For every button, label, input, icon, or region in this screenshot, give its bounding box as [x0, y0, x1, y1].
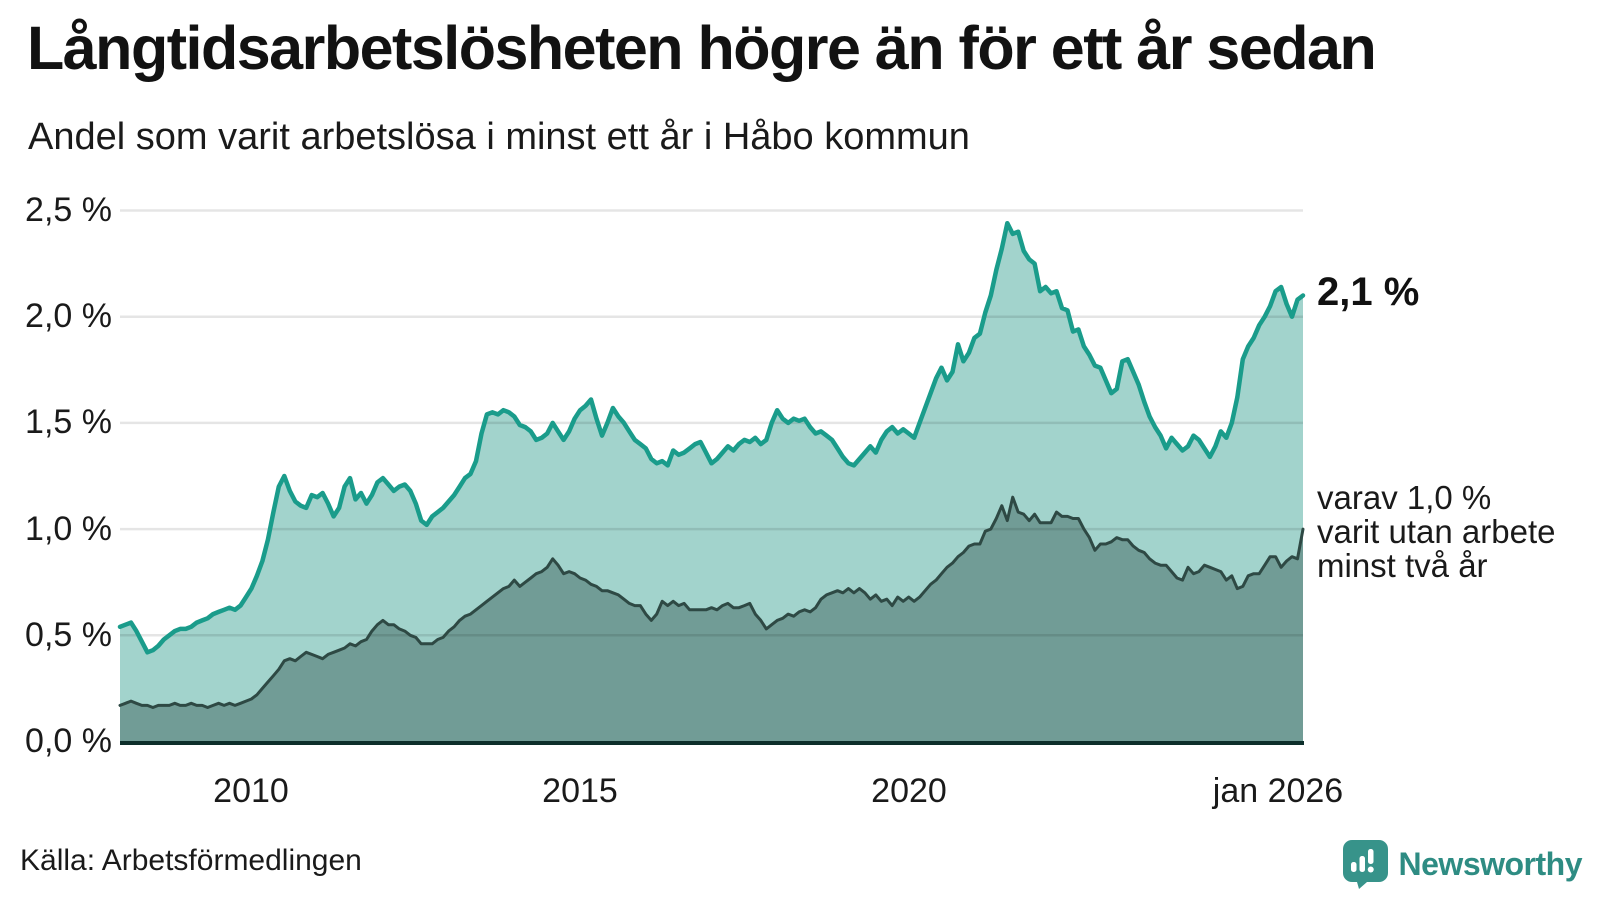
- series-lines: [117, 220, 1306, 709]
- logo-exclamation-dot: [1367, 866, 1374, 873]
- page-title: Långtidsarbetslösheten högre än för ett …: [27, 14, 1377, 82]
- x-tick-jan-2026: jan 2026: [1212, 772, 1344, 810]
- latest-value-annotation: 2,1 %: [1317, 270, 1420, 314]
- line-two-years-unemployed: [118, 495, 1305, 709]
- gridlines: [120, 209, 1303, 637]
- area-fills: [120, 223, 1303, 742]
- y-tick-label-3: 1,5 %: [25, 403, 112, 441]
- x-tick-2015: 2015: [542, 772, 618, 810]
- y-tick-label-0: 0,0 %: [25, 722, 112, 760]
- newsworthy-brand: Newsworthy: [1342, 838, 1583, 890]
- newsworthy-wordmark: Newsworthy: [1398, 845, 1583, 882]
- speech-bubble-shape: [1342, 840, 1388, 889]
- line-total-unemployed: [117, 220, 1306, 655]
- logo-exclamation-stem: [1367, 849, 1374, 864]
- chart-subtitle: Andel som varit arbetslösa i minst ett å…: [28, 116, 970, 158]
- newsworthy-logo-icon: [1342, 840, 1388, 889]
- y-tick-label-4: 2,0 %: [25, 297, 112, 335]
- y-tick-label-2: 1,0 %: [25, 510, 112, 548]
- secondary-annotation-line-3: minst två år: [1317, 547, 1488, 584]
- secondary-annotation-line-1: varav 1,0 %: [1317, 479, 1492, 516]
- secondary-annotation-line-2: varit utan arbete: [1317, 513, 1556, 550]
- source-caption: Källa: Arbetsförmedlingen: [20, 844, 362, 877]
- x-tick-2020: 2020: [871, 772, 947, 810]
- secondary-series-annotation: varav 1,0 % varit utan arbete minst två …: [1317, 481, 1555, 583]
- y-tick-label-5: 2,5 %: [25, 191, 112, 229]
- y-tick-label-1: 0,5 %: [25, 616, 112, 654]
- logo-bar-1: [1350, 862, 1357, 872]
- area-two-years-unemployed: [120, 497, 1303, 742]
- logo-bar-2: [1359, 856, 1365, 872]
- x-tick-2010: 2010: [213, 772, 289, 810]
